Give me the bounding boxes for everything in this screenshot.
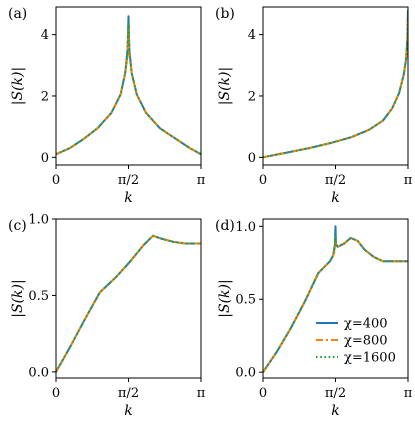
series-group <box>56 15 201 156</box>
y-tick-label: 1.0 <box>235 220 256 235</box>
legend-entry-2: χ=1600 <box>344 351 396 366</box>
y-axis-label: |S(k)| <box>10 279 26 317</box>
x-axis-label: k <box>331 403 339 419</box>
series-line-1 <box>56 234 201 373</box>
x-tick-label: π/2 <box>325 173 346 188</box>
y-axis-label: |S(k)| <box>217 67 233 105</box>
series-group <box>263 225 408 373</box>
x-tick-label: π <box>197 386 206 401</box>
y-tick-label: 0.0 <box>28 365 49 380</box>
series-line-2 <box>56 234 201 373</box>
series-line-2 <box>263 11 408 159</box>
y-tick-label: 4 <box>248 28 256 43</box>
panel-label: (b) <box>215 6 235 22</box>
x-tick-label: π <box>404 173 413 188</box>
panel-label: (a) <box>8 6 27 22</box>
panels-group: 0 π/2 π 0 2 4 k |S(k)| (a) 0 π/2 π 0 2 4 k |S(k)| (b) 0 π/2… <box>8 6 413 419</box>
y-tick-label: 2 <box>248 89 256 104</box>
series-line-1 <box>56 27 201 156</box>
series-line-1 <box>263 236 408 373</box>
x-tick-label: 0 <box>52 173 60 188</box>
x-tick-label: 0 <box>259 386 267 401</box>
y-tick-label: 2 <box>41 89 49 104</box>
y-tick-label: 0 <box>41 151 49 166</box>
y-axis-label: |S(k)| <box>10 67 26 105</box>
y-tick-label: 0 <box>248 151 256 166</box>
series-line-2 <box>263 234 408 373</box>
legend: χ=400 χ=800 χ=1600 <box>316 317 396 366</box>
x-axis-label: k <box>124 190 132 206</box>
series-line-1 <box>263 13 408 159</box>
x-tick-label: π <box>404 386 413 401</box>
panel-3: 0 π/2 π 0.0 0.5 1.0 k |S(k)| (d) χ=400 χ=800 χ=1600 <box>215 218 413 419</box>
y-tick-label: 4 <box>41 28 49 43</box>
panel-1: 0 π/2 π 0 2 4 k |S(k)| (b) <box>215 6 413 206</box>
y-tick-label: 0.5 <box>28 289 49 304</box>
series-line-0 <box>263 10 408 159</box>
series-group <box>263 10 408 159</box>
x-axis-label: k <box>331 190 339 206</box>
y-axis-label: |S(k)| <box>217 279 233 317</box>
x-tick-label: π/2 <box>118 173 139 188</box>
panel-label: (d) <box>215 218 235 234</box>
y-tick-label: 1.0 <box>28 213 49 228</box>
panel-0: 0 π/2 π 0 2 4 k |S(k)| (a) <box>8 6 206 206</box>
series-line-0 <box>56 234 201 373</box>
x-tick-label: π <box>197 173 206 188</box>
x-tick-label: π/2 <box>118 386 139 401</box>
series-line-2 <box>56 21 201 156</box>
x-tick-label: π/2 <box>325 386 346 401</box>
x-tick-label: 0 <box>259 173 267 188</box>
panel-label: (c) <box>8 218 27 234</box>
series-group <box>56 234 201 373</box>
panel-2: 0 π/2 π 0.0 0.5 1.0 k |S(k)| (c) <box>8 213 206 420</box>
y-tick-label: 0.5 <box>235 293 256 308</box>
x-axis-label: k <box>124 403 132 419</box>
y-tick-label: 0.0 <box>235 366 256 381</box>
x-tick-label: 0 <box>52 386 60 401</box>
legend-entry-0: χ=400 <box>344 317 388 332</box>
legend-entry-1: χ=800 <box>344 334 388 349</box>
